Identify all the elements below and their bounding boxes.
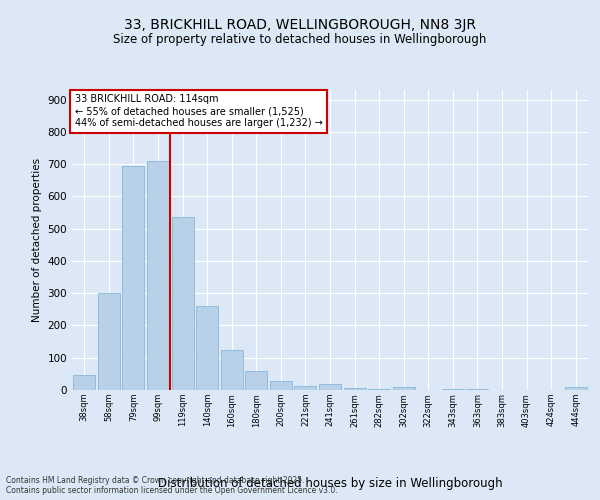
- Bar: [196, 306, 218, 390]
- Bar: [98, 293, 120, 390]
- Text: 33, BRICKHILL ROAD, WELLINGBOROUGH, NN8 3JR: 33, BRICKHILL ROAD, WELLINGBOROUGH, NN8 …: [124, 18, 476, 32]
- Bar: [122, 166, 145, 390]
- Bar: [147, 161, 169, 390]
- Bar: [221, 350, 243, 390]
- Bar: [73, 376, 95, 390]
- Text: Contains HM Land Registry data © Crown copyright and database right 2025.
Contai: Contains HM Land Registry data © Crown c…: [6, 476, 338, 495]
- Bar: [172, 218, 194, 390]
- Y-axis label: Number of detached properties: Number of detached properties: [32, 158, 42, 322]
- Text: 33 BRICKHILL ROAD: 114sqm
← 55% of detached houses are smaller (1,525)
44% of se: 33 BRICKHILL ROAD: 114sqm ← 55% of detac…: [74, 94, 322, 128]
- Bar: [319, 384, 341, 390]
- Bar: [368, 389, 390, 390]
- Text: Size of property relative to detached houses in Wellingborough: Size of property relative to detached ho…: [113, 32, 487, 46]
- Bar: [295, 386, 316, 390]
- Bar: [344, 388, 365, 390]
- Bar: [245, 372, 268, 390]
- X-axis label: Distribution of detached houses by size in Wellingborough: Distribution of detached houses by size …: [158, 477, 502, 490]
- Bar: [565, 388, 587, 390]
- Bar: [270, 381, 292, 390]
- Bar: [392, 388, 415, 390]
